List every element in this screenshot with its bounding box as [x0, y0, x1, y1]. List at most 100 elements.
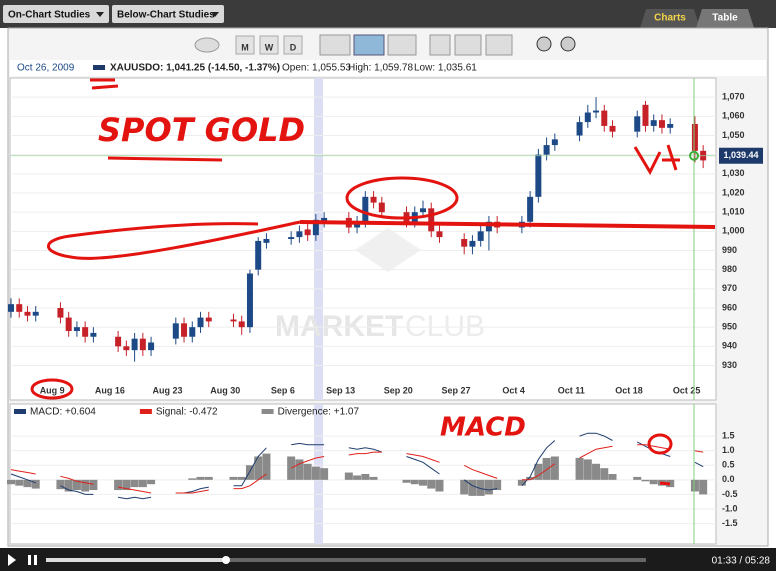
hand-annotations: SPOT GOLD MACD [30, 78, 716, 486]
period-button[interactable] [283, 35, 303, 55]
candle-body [634, 116, 641, 132]
pause-button[interactable] [28, 555, 31, 565]
y-tick-label: 970 [722, 283, 737, 293]
candle-body [593, 110, 600, 113]
info-open: Open: 1,055.53 [282, 63, 351, 74]
candle-body [255, 240, 262, 270]
tab-charts[interactable] [640, 9, 700, 28]
candle-body [139, 338, 146, 351]
candle-body [189, 327, 196, 337]
y-tick-label: 980 [722, 264, 737, 274]
histogram-bar [237, 476, 246, 480]
chart-style-button[interactable] [387, 34, 417, 56]
period-label: D [290, 42, 297, 52]
candle-body [131, 338, 138, 351]
period-button[interactable] [235, 35, 255, 55]
tool-button[interactable] [429, 34, 451, 56]
watermark: CLUB [405, 310, 485, 343]
histogram-bar [147, 479, 156, 485]
candle-body [65, 317, 72, 331]
histogram-bar [287, 456, 296, 480]
histogram-bar [484, 479, 493, 495]
candle-body [485, 221, 492, 232]
x-tick-label: Aug 9 [40, 385, 65, 395]
annotation-stroke [647, 433, 673, 455]
histogram-bar [254, 456, 263, 480]
histogram-bar [427, 479, 436, 489]
y-tick-label: 1,020 [722, 187, 745, 197]
x-tick-label: Aug 16 [95, 385, 125, 395]
zoom-out[interactable] [560, 36, 576, 52]
y-tick-label: 950 [722, 322, 737, 332]
info-date: Oct 26, 2009 [17, 63, 75, 74]
zoom-in[interactable] [536, 36, 552, 52]
candle-body [436, 231, 443, 238]
candle-body [420, 208, 426, 213]
y-tick-label: 940 [722, 341, 737, 351]
candle-body [551, 139, 558, 146]
period-button[interactable] [259, 35, 279, 55]
histogram-bar [402, 479, 411, 483]
histogram-bar [608, 474, 617, 480]
tool-button[interactable] [485, 34, 513, 56]
progress-knob[interactable] [222, 556, 230, 564]
histogram-bar [31, 479, 40, 489]
candle-body [667, 124, 674, 128]
candle-body [172, 323, 179, 339]
tab-label: Table [712, 13, 738, 24]
tab-table[interactable] [696, 9, 754, 28]
x-tick-label: Oct 11 [558, 385, 585, 395]
dropdown-arrow [211, 12, 219, 17]
tool-button[interactable] [454, 34, 482, 56]
icon[interactable] [194, 37, 220, 53]
y-tick-label: 930 [722, 360, 737, 370]
y-tick-label: 1,070 [722, 92, 745, 102]
histogram-bar [468, 479, 477, 496]
chart-style-button[interactable] [319, 34, 351, 56]
x-tick-label: Oct 18 [615, 385, 643, 395]
histogram-bar [245, 465, 254, 480]
y-tick-label: -0.5 [722, 489, 738, 499]
histogram-bar [89, 479, 98, 491]
annotation-stroke [30, 378, 74, 400]
legend-swatch [139, 409, 152, 414]
candle-body [230, 319, 237, 322]
y-tick-label: 0.0 [722, 474, 735, 484]
annotation-stroke [90, 78, 119, 90]
candle-body [181, 323, 188, 337]
histogram-bar [575, 457, 584, 480]
icon-row: M W D [194, 34, 576, 56]
histogram-bar [64, 479, 73, 492]
below-chart-button[interactable] [112, 5, 224, 23]
histogram-bar [641, 479, 650, 482]
annotation-stroke [345, 176, 459, 220]
candle-body [691, 124, 698, 151]
candle-body [469, 240, 476, 247]
cursor-marker [689, 150, 699, 161]
candle-body [90, 332, 97, 337]
chart-style-button[interactable] [353, 34, 385, 56]
info-symbol: XAUUSDO: 1,041.25 (-14.50, -1.37%) [110, 63, 280, 74]
x-tick-label: Sep 6 [271, 385, 295, 395]
legend-label: Signal: -0.472 [156, 407, 218, 418]
candle-body [609, 125, 616, 132]
legend-swatch [14, 409, 26, 414]
histogram-bar [592, 463, 601, 480]
pause-button[interactable] [34, 555, 37, 565]
candle-body [57, 308, 64, 318]
y-tick-label: 1.0 [722, 445, 735, 455]
histogram-bar [114, 479, 123, 491]
candle-body [82, 327, 89, 337]
progress-track[interactable] [46, 558, 646, 562]
candle-body [304, 229, 311, 236]
candle-body [238, 321, 245, 328]
histogram-bar [130, 479, 139, 488]
on-chart-button[interactable] [3, 5, 109, 23]
annotation-stroke [659, 481, 671, 486]
period-label: M [241, 42, 249, 52]
histogram-bar [476, 479, 485, 496]
info-bar [10, 60, 766, 76]
play-button[interactable] [8, 554, 16, 566]
histogram-bar [633, 476, 642, 480]
